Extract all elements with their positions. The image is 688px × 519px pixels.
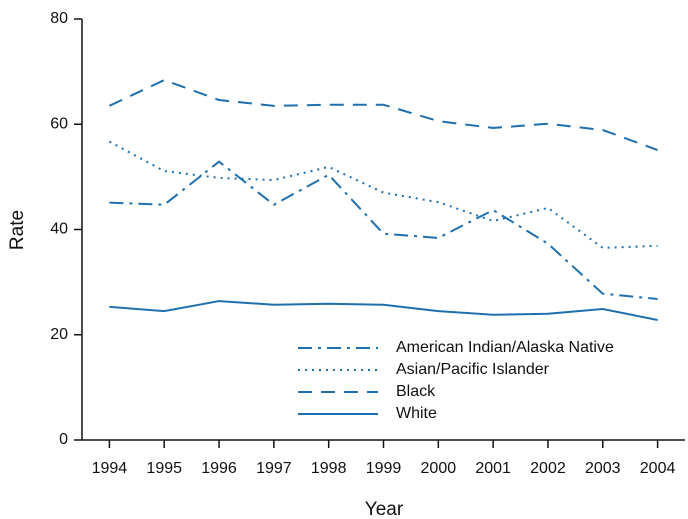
legend-label: Black [396, 383, 436, 400]
y-tick-label: 20 [50, 326, 68, 343]
x-tick-label: 2000 [421, 460, 457, 477]
x-tick-label: 2002 [530, 460, 566, 477]
y-tick-label: 40 [50, 221, 68, 238]
y-tick-label: 60 [50, 115, 68, 132]
series-line [108, 78, 658, 151]
x-tick-label: 2004 [640, 460, 676, 477]
series-line [109, 160, 658, 300]
x-tick-label: 2001 [475, 460, 511, 477]
x-tick-label: 1994 [92, 460, 128, 477]
y-axis-label: Rate [7, 210, 28, 250]
x-tick-label: 2003 [585, 460, 621, 477]
legend-label: American Indian/Alaska Native [396, 339, 614, 356]
series-line [109, 300, 658, 321]
legend-label: White [396, 405, 437, 422]
y-tick-label: 80 [50, 10, 68, 27]
x-tick-label: 1995 [146, 460, 182, 477]
x-tick-label: 1998 [311, 460, 347, 477]
x-tick-label: 1996 [201, 460, 237, 477]
legend-label: Asian/Pacific Islander [396, 361, 550, 378]
x-tick-label: 1997 [256, 460, 292, 477]
y-tick-label: 0 [59, 431, 68, 448]
series-line [108, 140, 658, 249]
x-tick-label: 1999 [366, 460, 402, 477]
x-axis-label: Year [365, 499, 404, 519]
